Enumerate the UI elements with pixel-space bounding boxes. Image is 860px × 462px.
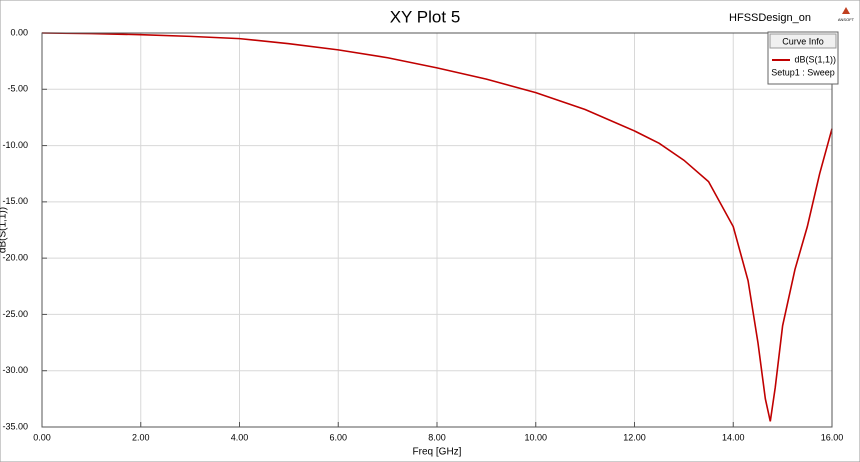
design-name: HFSSDesign_on (729, 12, 811, 24)
plot-border (41, 32, 833, 428)
x-tick-label: 12.00 (623, 432, 646, 442)
logo-icon (842, 7, 850, 14)
legend-header (769, 33, 837, 49)
x-tick-label: 14.00 (722, 432, 745, 442)
y-axis-label: dB(S(1,1)) (0, 207, 9, 253)
y-tick-label: -25.00 (2, 309, 28, 319)
x-axis-label: Freq [GHz] (413, 447, 462, 458)
y-tick-label: -20.00 (2, 253, 28, 263)
chart-title: XY Plot 5 (390, 7, 461, 26)
y-tick-label: 0.00 (10, 27, 28, 37)
logo-text: ANSOFT (838, 17, 855, 22)
x-tick-label: 2.00 (132, 432, 150, 442)
legend-subtitle: Setup1 : Sweep (771, 67, 835, 77)
x-tick-label: 0.00 (33, 432, 51, 442)
y-tick-label: -30.00 (2, 365, 28, 375)
x-tick-label: 10.00 (524, 432, 547, 442)
series-line (41, 32, 833, 422)
x-tick-label: 4.00 (231, 432, 249, 442)
x-tick-label: 8.00 (428, 432, 446, 442)
y-tick-label: -35.00 (2, 421, 28, 431)
y-tick-label: -10.00 (2, 140, 28, 150)
y-tick-label: -5.00 (7, 84, 28, 94)
x-tick-label: 6.00 (329, 432, 347, 442)
x-tick-label: 16.00 (821, 432, 844, 442)
legend: Curve Info dB(S(1,1)) Setup1 : Sweep (767, 31, 839, 85)
y-tick-label: -15.00 (2, 196, 28, 206)
legend-title: Curve Info (782, 36, 824, 46)
legend-entry: dB(S(1,1)) (794, 54, 836, 64)
